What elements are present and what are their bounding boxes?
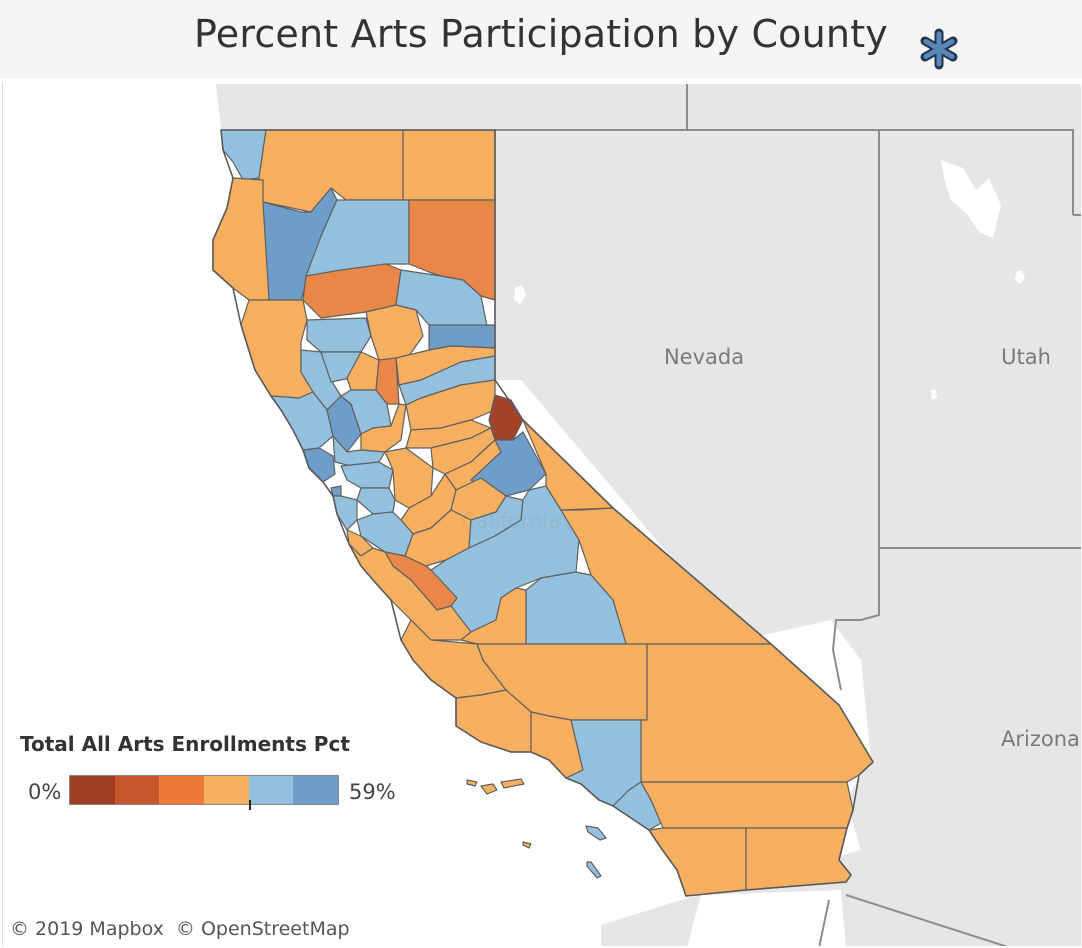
great-salt-lake: [941, 160, 1001, 238]
title-band: [3, 0, 865, 74]
map-canvas[interactable]: Nevada Utah Arizona California: [2, 82, 1081, 946]
island-santa-barbara[interactable]: [522, 841, 532, 849]
county-alameda[interactable]: [356, 487, 396, 515]
county-solano[interactable]: [332, 435, 386, 467]
county-glenn[interactable]: [306, 317, 372, 353]
county-mendocino[interactable]: [240, 299, 314, 399]
county-contra-costa[interactable]: [340, 461, 394, 489]
header-bar: Percent Arts Participation by County: [0, 0, 1082, 78]
legend-step: [293, 776, 339, 804]
legend-title: Total All Arts Enrollments Pct: [20, 732, 350, 756]
california-outline: [212, 129, 874, 897]
legend-max-label: 59%: [349, 780, 396, 804]
color-legend: Total All Arts Enrollments Pct 0% 59%: [0, 728, 420, 818]
island-san-clemente[interactable]: [586, 861, 602, 879]
legend-step: [248, 776, 294, 804]
legend-color-ramp: [69, 775, 339, 805]
legend-step: [114, 776, 160, 804]
county-imperial[interactable]: [745, 827, 852, 891]
map-attribution: © 2019 Mapbox © OpenStreetMap: [10, 918, 350, 940]
osm-attribution-link[interactable]: © OpenStreetMap: [175, 918, 350, 940]
island-san-miguel[interactable]: [466, 779, 478, 787]
legend-step: [70, 776, 115, 804]
neighbor-land: [216, 84, 1081, 946]
mapbox-attribution-link[interactable]: © 2019 Mapbox: [10, 918, 164, 940]
label-utah: Utah: [1001, 345, 1051, 369]
page-title: Percent Arts Participation by County: [194, 12, 888, 56]
county-alpine[interactable]: [488, 394, 524, 441]
county-san-bernardino[interactable]: [640, 643, 874, 783]
county-san-diego[interactable]: [648, 827, 747, 897]
legend-center-tick: [249, 800, 251, 810]
county-modoc[interactable]: [402, 129, 496, 201]
island-santa-rosa[interactable]: [480, 783, 498, 795]
county-yuba[interactable]: [375, 357, 400, 405]
county-humboldt[interactable]: [212, 177, 272, 301]
asterisk-icon[interactable]: [918, 28, 960, 70]
legend-step: [204, 776, 249, 804]
legend-min-label: 0%: [28, 780, 62, 804]
county-butte[interactable]: [365, 304, 424, 361]
label-nevada: Nevada: [664, 345, 744, 369]
legend-step: [159, 776, 205, 804]
county-riverside[interactable]: [640, 781, 854, 829]
county-sacramento[interactable]: [360, 403, 407, 453]
state-borders: [495, 84, 1081, 946]
lake-small-2: [1015, 270, 1025, 284]
island-santa-cruz[interactable]: [500, 778, 525, 789]
lake-small-3: [931, 390, 937, 400]
label-arizona: Arizona: [1001, 727, 1080, 751]
island-catalina[interactable]: [585, 825, 607, 841]
label-california: California: [461, 509, 561, 533]
county-mono[interactable]: [470, 431, 547, 497]
lake-small-1: [514, 285, 526, 305]
